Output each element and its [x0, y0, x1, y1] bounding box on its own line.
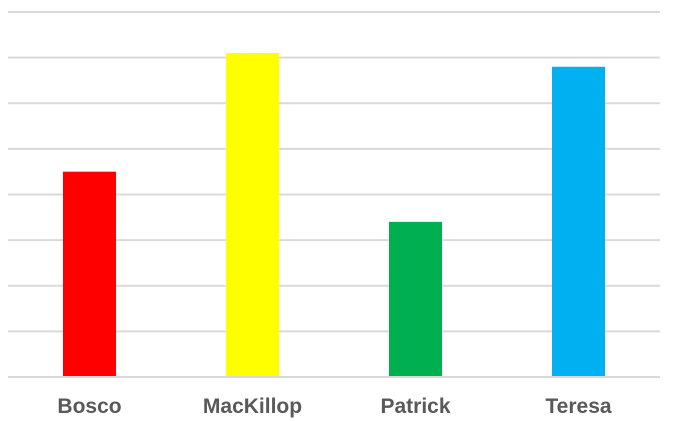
bar-bosco	[63, 171, 116, 377]
bar-teresa	[552, 66, 605, 377]
category-labels: Bosco MacKillop Patrick Teresa	[57, 395, 611, 418]
category-label-bosco: Bosco	[57, 395, 121, 418]
gridlines	[8, 11, 660, 333]
category-label-patrick: Patrick	[380, 395, 450, 418]
bar-patrick	[389, 221, 442, 377]
bar-mackillop	[226, 53, 279, 377]
bars	[63, 53, 605, 377]
category-label-mackillop: MacKillop	[203, 395, 302, 418]
category-label-teresa: Teresa	[545, 395, 611, 418]
